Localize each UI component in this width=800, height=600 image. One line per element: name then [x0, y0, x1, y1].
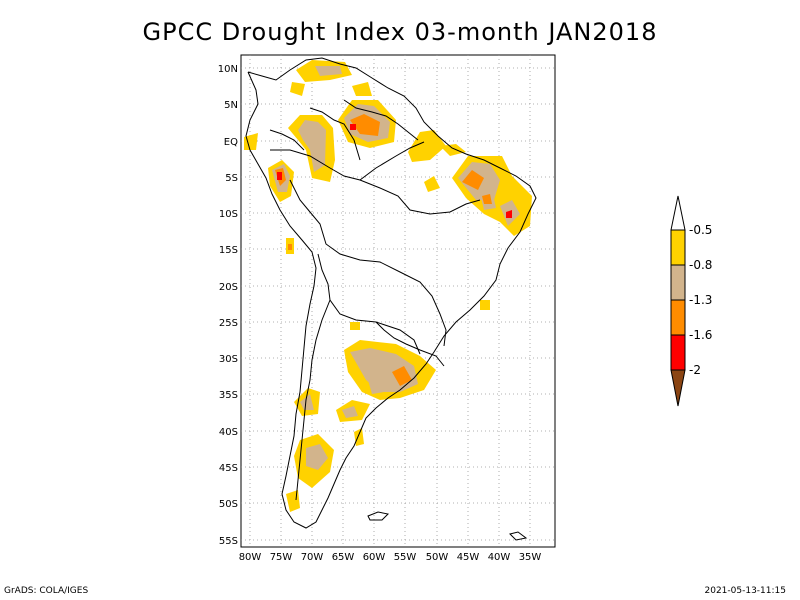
lon-label: 45W	[457, 552, 480, 563]
shade-yellow	[352, 82, 372, 96]
lon-label: 50W	[426, 552, 449, 563]
country-border	[269, 129, 305, 151]
colorbar	[670, 195, 686, 407]
lat-label: 45S	[219, 463, 238, 474]
lat-label: 5N	[224, 100, 238, 111]
shade-orange	[482, 194, 492, 204]
shade-yellow	[350, 322, 360, 330]
country-border	[295, 299, 331, 501]
country-border	[317, 253, 421, 355]
island-outline	[509, 531, 528, 541]
shade-red	[277, 172, 282, 180]
lon-label: 35W	[519, 552, 542, 563]
shade-orange	[350, 114, 380, 136]
country-border	[359, 141, 425, 181]
shade-tan	[300, 394, 314, 410]
lat-label: 30S	[219, 354, 238, 365]
country-border	[270, 149, 481, 215]
island-outline	[367, 511, 390, 521]
lat-label: 25S	[219, 318, 238, 329]
colorbar-label: -0.5	[689, 223, 712, 237]
colorbar-top-triangle	[670, 195, 686, 231]
colorbar-label: -1.3	[689, 293, 712, 307]
shade-yellow	[440, 144, 466, 156]
shade-yellow	[480, 300, 490, 310]
lat-label: 10N	[218, 64, 238, 75]
shade-yellow	[354, 428, 364, 446]
lat-labels: 10N 5N EQ 5S 10S 15S 20S 25S 30S 35S 40S…	[218, 64, 238, 547]
footer-timestamp: 2021-05-13-11:15	[704, 586, 787, 596]
shade-red	[506, 210, 512, 218]
colorbar-label: -1.6	[689, 328, 712, 342]
colorbar-label: -2	[689, 363, 701, 377]
country-border	[289, 179, 447, 347]
lat-label: 20S	[219, 282, 238, 293]
lat-label: 40S	[219, 427, 238, 438]
lat-label: 50S	[219, 499, 238, 510]
lon-label: 60W	[363, 552, 386, 563]
lon-labels: 80W 75W 70W 65W 60W 55W 50W 45W 40W 35W	[239, 552, 542, 563]
shade-tan	[315, 66, 342, 76]
shade-yellow	[424, 176, 440, 192]
coastlines	[245, 57, 537, 541]
shade-red	[350, 124, 356, 130]
country-border	[309, 107, 361, 161]
lat-label: 5S	[225, 173, 238, 184]
map-frame	[240, 54, 556, 548]
shade-tan	[298, 120, 326, 172]
colorbar-label: -0.8	[689, 258, 712, 272]
shade-tan	[342, 406, 358, 418]
shade-yellow	[244, 133, 258, 150]
lon-label: 55W	[394, 552, 417, 563]
colorbar-yellow	[670, 229, 686, 266]
lon-label: 70W	[301, 552, 324, 563]
colorbar-labels: -0.5 -0.8 -1.3 -1.6 -2	[689, 223, 712, 377]
country-border	[343, 99, 419, 141]
lat-label: 10S	[219, 209, 238, 220]
colorbar-orange	[670, 299, 686, 336]
map-title: GPCC Drought Index 03-month JAN2018	[142, 18, 658, 46]
lon-label: 80W	[239, 552, 262, 563]
lon-label: 75W	[270, 552, 293, 563]
shade-tan	[306, 444, 328, 470]
shade-orange	[288, 244, 292, 250]
shade-orange	[392, 366, 412, 386]
lon-label: 40W	[488, 552, 511, 563]
shade-orange	[462, 170, 484, 190]
colorbar-bottom-triangle	[670, 369, 686, 407]
continent-outline	[245, 57, 537, 529]
shade-tan	[368, 376, 384, 394]
footer-credit: GrADS: COLA/IGES	[4, 586, 89, 596]
colorbar-red	[670, 334, 686, 371]
shade-yellow	[408, 130, 446, 162]
lat-label: 35S	[219, 390, 238, 401]
lon-label: 65W	[332, 552, 355, 563]
country-border	[375, 321, 445, 367]
lat-label: 55S	[219, 536, 238, 547]
colorbar-tan	[670, 264, 686, 301]
lat-label: 15S	[219, 245, 238, 256]
shade-yellow	[290, 82, 305, 96]
lat-label: EQ	[224, 137, 238, 148]
drought-shading	[244, 60, 532, 512]
